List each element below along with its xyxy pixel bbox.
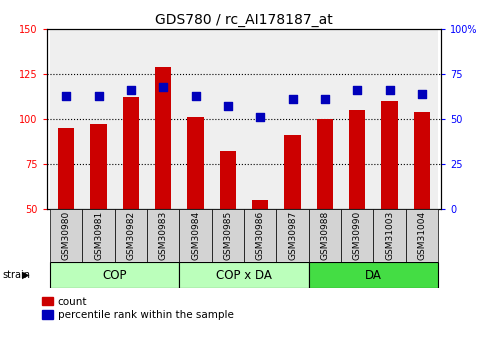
Point [321,97,329,102]
Legend: count, percentile rank within the sample: count, percentile rank within the sample [42,297,234,320]
Bar [155,67,171,209]
Point [256,115,264,120]
Title: GDS780 / rc_AI178187_at: GDS780 / rc_AI178187_at [155,13,333,27]
Bar [373,29,406,209]
Bar [341,29,373,209]
Bar [220,151,236,209]
Bar [91,125,106,209]
Bar [50,209,82,262]
Bar [277,29,309,209]
Text: GSM30982: GSM30982 [126,211,136,260]
Text: GSM30986: GSM30986 [256,211,265,260]
Bar [406,29,438,209]
Bar [179,209,211,262]
Text: strain: strain [2,270,31,280]
Bar [82,29,115,209]
Text: GSM30987: GSM30987 [288,211,297,260]
Text: GSM30985: GSM30985 [223,211,232,260]
Text: GSM30990: GSM30990 [352,211,362,260]
Bar [244,29,277,209]
Point [159,84,167,89]
Bar [309,29,341,209]
Bar [414,112,430,209]
Text: GSM30988: GSM30988 [320,211,329,260]
Point [353,88,361,93]
Text: COP: COP [103,269,127,282]
Point [127,88,135,93]
Point [95,93,103,98]
Bar [244,209,277,262]
Point [192,93,200,98]
Text: GSM30981: GSM30981 [94,211,103,260]
Bar [115,209,147,262]
Point [288,97,296,102]
Bar [211,29,244,209]
Text: GSM30980: GSM30980 [62,211,70,260]
Bar [115,29,147,209]
Text: ▶: ▶ [22,270,29,280]
Bar [349,110,365,209]
Text: DA: DA [365,269,382,282]
Bar [382,101,397,209]
Text: GSM31003: GSM31003 [385,211,394,260]
Bar [179,29,211,209]
Point [62,93,70,98]
Bar [147,209,179,262]
Bar [211,209,244,262]
Text: GSM30983: GSM30983 [159,211,168,260]
Bar [252,200,268,209]
Bar [406,209,438,262]
Bar [147,29,179,209]
Text: COP x DA: COP x DA [216,269,272,282]
Point [386,88,393,93]
Bar [284,135,301,209]
Bar [309,209,341,262]
Bar [277,209,309,262]
Text: GSM30984: GSM30984 [191,211,200,260]
Bar [309,262,438,288]
Bar [187,117,204,209]
Bar [373,209,406,262]
Bar [50,29,82,209]
Bar [82,209,115,262]
Bar [341,209,373,262]
Bar [179,262,309,288]
Bar [123,98,139,209]
Text: GSM31004: GSM31004 [418,211,426,260]
Point [224,104,232,109]
Point [418,91,426,97]
Bar [58,128,74,209]
Bar [50,262,179,288]
Bar [317,119,333,209]
